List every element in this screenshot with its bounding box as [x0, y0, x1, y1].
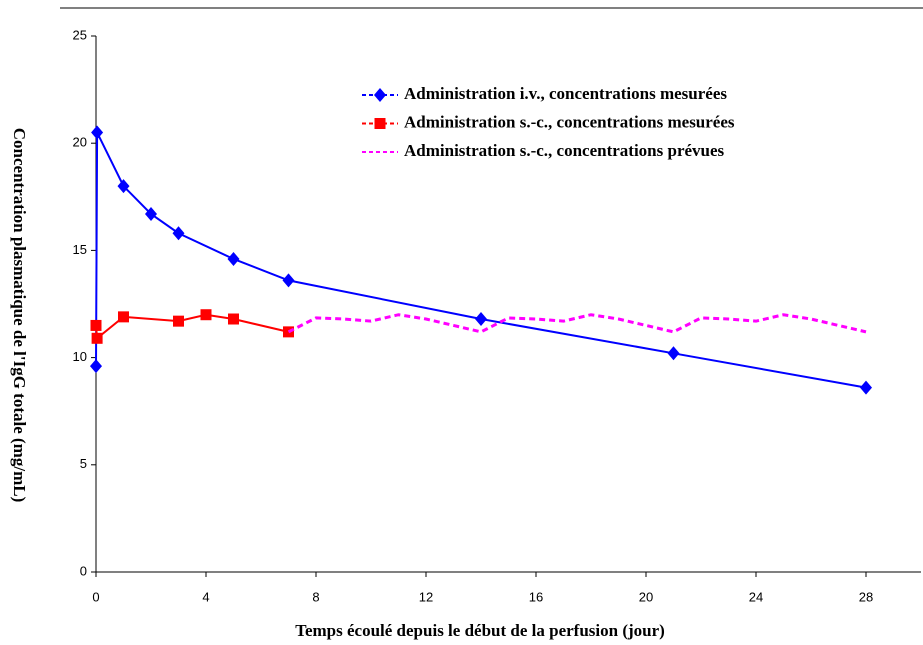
point: [282, 273, 295, 288]
point: [91, 125, 104, 140]
x-tick-label: 8: [312, 589, 319, 604]
series-line: [95, 132, 867, 389]
x-tick-label: 24: [749, 589, 763, 604]
point: [228, 313, 239, 325]
x-tick-label: 12: [419, 589, 433, 604]
y-tick-label: 20: [73, 135, 87, 150]
point: [667, 346, 680, 361]
point: [145, 206, 157, 221]
point: [475, 312, 487, 327]
point: [90, 319, 102, 331]
x-tick-label: 28: [859, 589, 873, 604]
point: [172, 226, 185, 241]
y-tick-label: 10: [73, 349, 87, 364]
point: [117, 179, 130, 194]
x-tick-label: 4: [202, 589, 209, 604]
point: [200, 309, 212, 321]
point: [227, 251, 240, 266]
point: [91, 332, 103, 344]
legend-marker: [374, 118, 386, 129]
y-tick-label: 0: [80, 563, 87, 578]
point: [173, 315, 184, 327]
x-tick-label: 20: [639, 589, 653, 604]
point: [118, 311, 129, 323]
legend-marker: [374, 88, 386, 102]
x-axis-label: Temps écoulé depuis le début de la perfu…: [295, 621, 665, 640]
legend-label: Administration s.-c., concentrations mes…: [404, 112, 735, 131]
series-line: [287, 313, 867, 334]
x-tick-label: 16: [529, 589, 543, 604]
y-axis-label: Concentration plasmatique de l'IgG total…: [10, 128, 29, 502]
point: [860, 380, 872, 395]
y-tick-label: 5: [80, 456, 87, 471]
legend-label: Administration i.v., concentrations mesu…: [404, 84, 727, 103]
x-tick-label: 0: [92, 589, 99, 604]
legend-label: Administration s.-c., concentrations pré…: [404, 141, 725, 160]
point: [90, 359, 102, 374]
y-tick-label: 25: [73, 27, 87, 42]
y-tick-label: 15: [73, 242, 87, 257]
